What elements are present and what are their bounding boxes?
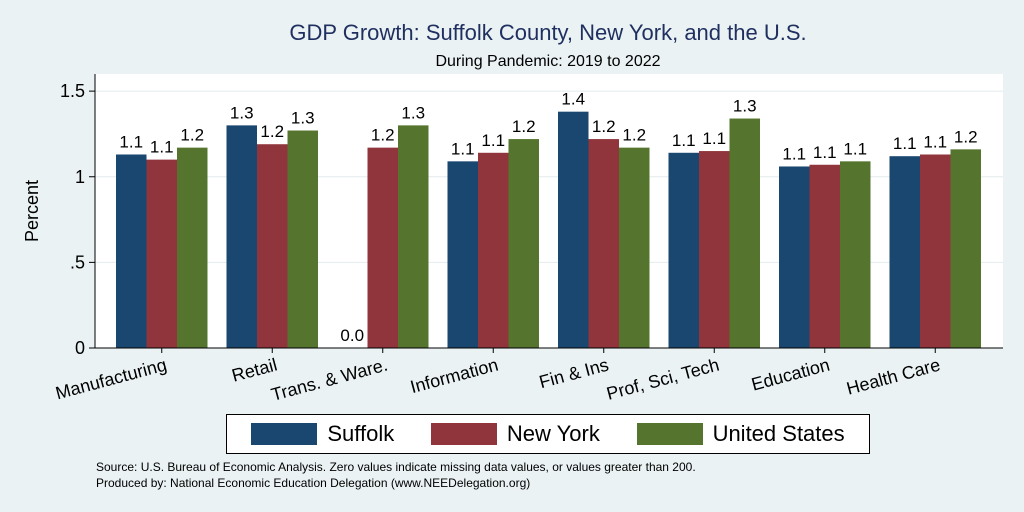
bar-new-york bbox=[588, 139, 619, 348]
legend-swatch-united-states bbox=[636, 423, 703, 445]
data-label: 1.1 bbox=[843, 139, 867, 158]
data-label: 1.2 bbox=[260, 122, 284, 141]
bar-united-states bbox=[619, 147, 650, 348]
data-label: 1.2 bbox=[180, 126, 204, 145]
bar-united-states bbox=[177, 147, 208, 348]
data-label: 1.2 bbox=[622, 126, 646, 145]
data-label: 1.2 bbox=[954, 127, 978, 146]
data-label: 1.1 bbox=[813, 143, 837, 162]
data-label: 1.1 bbox=[150, 138, 174, 157]
bar-suffolk bbox=[889, 156, 920, 348]
bar-new-york bbox=[367, 147, 398, 348]
data-label: 1.2 bbox=[512, 117, 536, 136]
data-label: 1.2 bbox=[371, 126, 395, 145]
bar-united-states bbox=[508, 139, 539, 348]
data-label: 1.2 bbox=[592, 117, 616, 136]
data-label: 1.1 bbox=[481, 131, 505, 150]
y-tick-label: .5 bbox=[70, 252, 85, 272]
legend-item-suffolk: Suffolk bbox=[251, 421, 394, 447]
y-tick-label: 1 bbox=[75, 167, 85, 187]
chart-notes: Source: U.S. Bureau of Economic Analysis… bbox=[96, 459, 696, 491]
bar-united-states bbox=[840, 161, 871, 348]
x-tick-label: Education bbox=[749, 355, 832, 395]
data-label: 1.1 bbox=[923, 132, 947, 151]
legend-label-new-york: New York bbox=[506, 421, 600, 446]
bar-suffolk bbox=[226, 125, 257, 348]
bar-new-york bbox=[257, 144, 288, 348]
legend-item-new-york: New York bbox=[430, 421, 600, 447]
bar-new-york bbox=[146, 159, 177, 348]
x-tick-label: Manufacturing bbox=[53, 355, 168, 404]
bar-suffolk bbox=[447, 161, 478, 348]
data-label: 1.1 bbox=[451, 139, 475, 158]
bar-united-states bbox=[950, 149, 981, 348]
x-tick-label: Prof, Sci, Tech bbox=[604, 355, 721, 404]
data-label: 1.3 bbox=[230, 103, 254, 122]
x-tick-label: Trans. & Ware. bbox=[269, 355, 390, 405]
source-note: Source: U.S. Bureau of Economic Analysis… bbox=[96, 460, 696, 474]
chart-title: GDP Growth: Suffolk County, New York, an… bbox=[289, 20, 806, 45]
bar-united-states bbox=[729, 118, 760, 349]
y-tick-label: 1.5 bbox=[60, 81, 85, 101]
produced-by-note: Produced by: National Economic Education… bbox=[96, 476, 531, 490]
data-label: 1.4 bbox=[561, 90, 585, 109]
y-tick-label: 0 bbox=[75, 338, 85, 358]
data-label: 1.1 bbox=[893, 134, 917, 153]
bar-suffolk bbox=[558, 111, 589, 348]
legend-label-suffolk: Suffolk bbox=[327, 421, 395, 446]
bar-new-york bbox=[699, 151, 730, 348]
legend-item-united-states: United States bbox=[636, 421, 845, 447]
bar-new-york bbox=[809, 164, 840, 348]
x-tick-label: Retail bbox=[230, 355, 280, 386]
x-tick-label: Health Care bbox=[844, 355, 942, 399]
bar-united-states bbox=[287, 130, 318, 348]
bar-new-york bbox=[478, 152, 509, 348]
data-label: 1.1 bbox=[672, 131, 696, 150]
bar-suffolk bbox=[116, 154, 147, 348]
legend-swatch-new-york bbox=[430, 423, 497, 445]
data-label: 1.1 bbox=[782, 144, 806, 163]
bar-new-york bbox=[920, 154, 951, 348]
bar-suffolk bbox=[779, 166, 810, 348]
bar-united-states bbox=[398, 125, 429, 348]
data-label: 1.1 bbox=[702, 129, 726, 148]
legend-label-united-states: United States bbox=[712, 421, 845, 446]
x-tick-label: Fin & Ins bbox=[537, 355, 611, 393]
data-label: 1.3 bbox=[401, 103, 425, 122]
chart-subtitle: During Pandemic: 2019 to 2022 bbox=[435, 53, 660, 70]
y-axis-label: Percent bbox=[22, 180, 42, 242]
data-label: 1.3 bbox=[733, 97, 757, 116]
x-tick-label: Information bbox=[408, 355, 500, 398]
data-label: 1.1 bbox=[119, 132, 143, 151]
data-label: 1.3 bbox=[291, 109, 315, 128]
bar-suffolk bbox=[668, 152, 699, 348]
legend-swatch-suffolk bbox=[251, 423, 318, 445]
data-label: 0.0 bbox=[340, 326, 364, 345]
legend: Suffolk New York United States bbox=[226, 414, 870, 454]
